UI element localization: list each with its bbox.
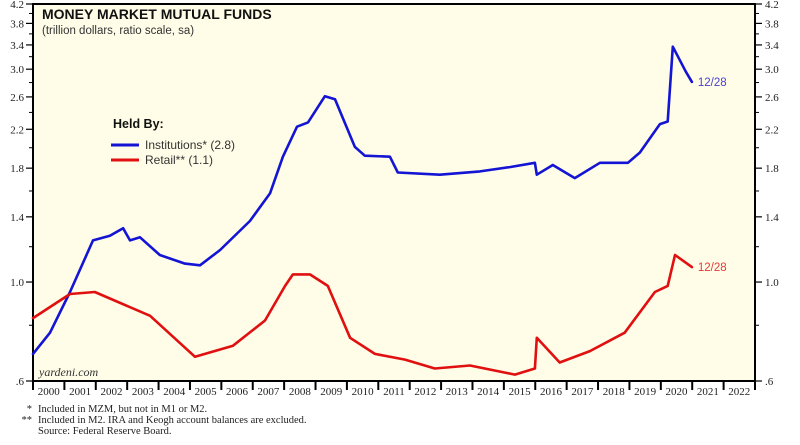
right-tick-label: .6 bbox=[765, 376, 774, 388]
x-tick-label: 2006 bbox=[226, 386, 249, 398]
left-tick-label: 3.4 bbox=[10, 40, 24, 52]
left-tick-label: 4.2 bbox=[10, 0, 24, 11]
left-y-axis: .6 1.0 1.4 1.8 2.2 2.6 3.0 3.4 3.8 4.2 bbox=[10, 0, 33, 388]
x-tick-label: 2001 bbox=[69, 386, 91, 398]
legend-title: Held By: bbox=[113, 117, 164, 131]
footnote-2: ** Included in M2. IRA and Keogh account… bbox=[14, 415, 307, 426]
x-tick-label: 2008 bbox=[289, 386, 312, 398]
x-tick-label: 2011 bbox=[383, 386, 405, 398]
money-market-chart: .6 1.0 1.4 1.8 2.2 2.6 3.0 3.4 3.8 4.2 .6 1.0 1.4 1.… bbox=[10, 0, 779, 398]
series-line-institutions bbox=[31, 45, 694, 356]
plot-area bbox=[32, 3, 756, 382]
right-tick-label: 3.8 bbox=[765, 18, 779, 30]
x-tick-label: 2004 bbox=[163, 386, 186, 398]
x-tick-label: 2021 bbox=[697, 386, 719, 398]
legend: Held By: Institutions* (2.8) Retail** (1… bbox=[111, 117, 235, 167]
footnote-source: Source: Federal Reserve Board. bbox=[14, 426, 307, 437]
left-tick-label: 1.8 bbox=[10, 163, 24, 175]
left-tick-label: .6 bbox=[16, 376, 25, 388]
right-y-axis: .6 1.0 1.4 1.8 2.2 2.6 3.0 3.4 3.8 4.2 bbox=[755, 0, 779, 388]
footnote-text: Included in M2. IRA and Keogh account ba… bbox=[38, 415, 307, 426]
x-tick-label: 2020 bbox=[666, 386, 689, 398]
chart-title: MONEY MARKET MUTUAL FUNDS bbox=[42, 6, 272, 22]
x-tick-label: 2014 bbox=[477, 386, 500, 398]
footnote-text: Source: Federal Reserve Board. bbox=[38, 426, 172, 437]
legend-label-retail: Retail** (1.1) bbox=[145, 153, 213, 167]
footnote-text: Included in MZM, but not in M1 or M2. bbox=[38, 404, 208, 415]
chart-subtitle: (trillion dollars, ratio scale, sa) bbox=[42, 25, 194, 37]
legend-label-institutions: Institutions* (2.8) bbox=[145, 138, 235, 152]
right-tick-label: 2.2 bbox=[765, 124, 779, 136]
x-tick-label: 2022 bbox=[728, 386, 750, 398]
x-tick-label: 2017 bbox=[571, 386, 594, 398]
x-tick-label: 2000 bbox=[38, 386, 61, 398]
right-tick-label: 3.4 bbox=[765, 40, 779, 52]
right-tick-label: 1.0 bbox=[765, 277, 779, 289]
x-tick-label: 2003 bbox=[132, 386, 155, 398]
footnotes: * Included in MZM, but not in M1 or M2. … bbox=[14, 404, 307, 437]
x-tick-label: 2018 bbox=[603, 386, 626, 398]
left-tick-label: 1.0 bbox=[10, 277, 24, 289]
right-tick-label: 1.8 bbox=[765, 163, 779, 175]
x-tick-label: 2012 bbox=[414, 386, 436, 398]
x-tick-label: 2015 bbox=[509, 386, 532, 398]
retail-end-label: 12/28 bbox=[698, 262, 727, 274]
institutions-end-label: 12/28 bbox=[698, 77, 727, 89]
x-tick-label: 2009 bbox=[320, 386, 343, 398]
x-tick-label: 2016 bbox=[540, 386, 563, 398]
left-tick-label: 2.6 bbox=[10, 92, 24, 104]
left-tick-label: 3.0 bbox=[10, 64, 24, 76]
left-tick-label: 3.8 bbox=[10, 18, 24, 30]
series-line-retail bbox=[31, 253, 694, 376]
x-tick-label: 2013 bbox=[446, 386, 469, 398]
right-tick-label: 3.0 bbox=[765, 64, 779, 76]
watermark: yardeni.com bbox=[38, 365, 99, 379]
right-tick-label: 4.2 bbox=[765, 0, 779, 11]
footnote-mark bbox=[14, 426, 38, 437]
x-axis: 2000 2001 2002 2003 2004 2005 2006 2007 2008 2009… bbox=[32, 381, 756, 398]
left-tick-label: 1.4 bbox=[10, 212, 24, 224]
series-layer bbox=[31, 45, 694, 376]
footnote-mark: ** bbox=[21, 415, 33, 426]
right-tick-label: 1.4 bbox=[765, 212, 779, 224]
x-tick-label: 2019 bbox=[634, 386, 657, 398]
x-tick-label: 2005 bbox=[195, 386, 218, 398]
x-tick-label: 2007 bbox=[257, 386, 280, 398]
footnote-mark: * bbox=[26, 404, 32, 415]
x-tick-label: 2010 bbox=[352, 386, 375, 398]
footnote-1: * Included in MZM, but not in M1 or M2. bbox=[14, 404, 307, 415]
left-tick-label: 2.2 bbox=[10, 124, 24, 136]
x-tick-label: 2002 bbox=[100, 386, 122, 398]
right-tick-label: 2.6 bbox=[765, 92, 779, 104]
